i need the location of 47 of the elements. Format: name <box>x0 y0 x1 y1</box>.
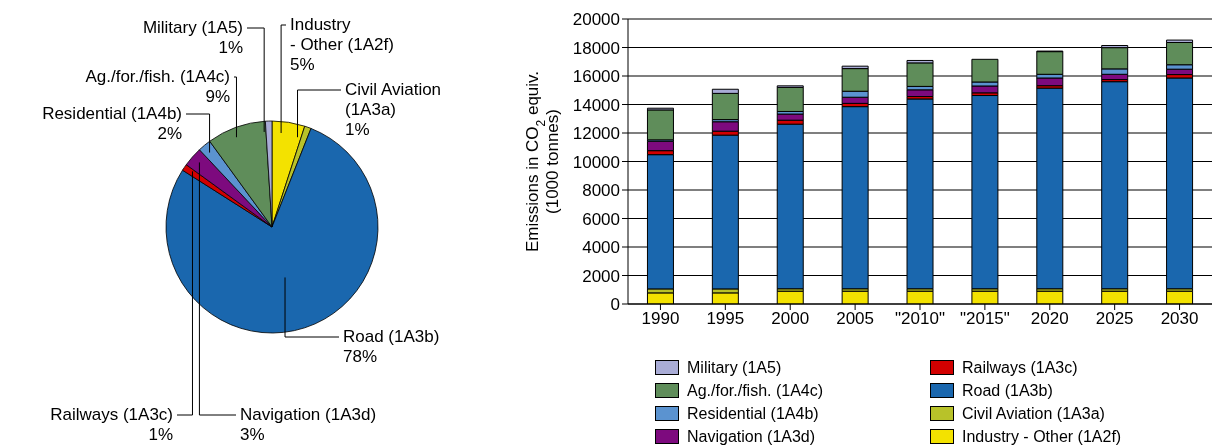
legend-label: Civil Aviation (1A3a) <box>962 404 1105 423</box>
x-tick-label: 2030 <box>1160 309 1199 329</box>
bar <box>711 121 739 132</box>
x-tick-label: 2005 <box>836 309 875 329</box>
y-tick-label: 0 <box>610 295 620 315</box>
data-label: 9% <box>205 87 230 106</box>
x-tick-label: 2020 <box>1030 309 1069 329</box>
slice-label: Road (1A3b) <box>343 327 440 346</box>
legend-label: Residential (1A4b) <box>687 404 819 423</box>
x-tick-label: 2025 <box>1095 309 1134 329</box>
bar <box>1036 51 1064 75</box>
legend-label: Road (1A3b) <box>962 381 1053 400</box>
slice-label: Navigation (1A3d) <box>240 405 377 424</box>
slice-label: Military (1A5) <box>142 18 243 37</box>
y-tick-label: 8000 <box>582 181 620 201</box>
slice-label: Industry - Other (1A2f) <box>290 15 394 54</box>
x-tick-label: "2010" <box>895 309 945 329</box>
y-tick-label: 16000 <box>572 67 620 87</box>
slice-label: Civil Aviation (1A3a) <box>345 80 442 119</box>
x-tick-label: 1990 <box>641 309 680 329</box>
data-label: 1% <box>148 425 173 444</box>
y-tick-label: 14000 <box>572 95 620 115</box>
y-tick-label: 2000 <box>582 266 620 286</box>
y-tick-label: 12000 <box>572 124 620 144</box>
slice-label: Ag./for./fish. (1A4c) <box>85 67 230 86</box>
y-tick-label: 20000 <box>572 10 620 30</box>
legend-label: Ag./for./fish. (1A4c) <box>687 381 824 400</box>
y-tick-label: 18000 <box>572 38 620 58</box>
legend-label: Railways (1A3c) <box>962 358 1078 377</box>
slice-label: Railways (1A3c) <box>50 405 173 424</box>
x-tick-label: 1995 <box>706 309 745 329</box>
legend-label: Military (1A5) <box>687 358 782 377</box>
data-label: 1% <box>218 38 243 57</box>
data-label: 5% <box>290 55 315 74</box>
data-label: 78% <box>343 347 378 366</box>
bar <box>906 89 934 98</box>
y-tick-label: 4000 <box>582 238 620 258</box>
legend-label: Industry - Other (1A2f) <box>962 427 1122 446</box>
data-label: 3% <box>240 425 265 444</box>
x-tick-label: "2015" <box>959 309 1010 329</box>
slice-label: Residential (1A4b) <box>42 104 182 123</box>
legend-label: Navigation (1A3d) <box>687 427 816 446</box>
data-label: 2% <box>157 124 182 143</box>
data-label: 1% <box>345 120 370 139</box>
x-tick-label: 2000 <box>771 309 810 329</box>
y-tick-label: 10000 <box>572 152 620 172</box>
y-tick-label: 6000 <box>582 209 620 229</box>
